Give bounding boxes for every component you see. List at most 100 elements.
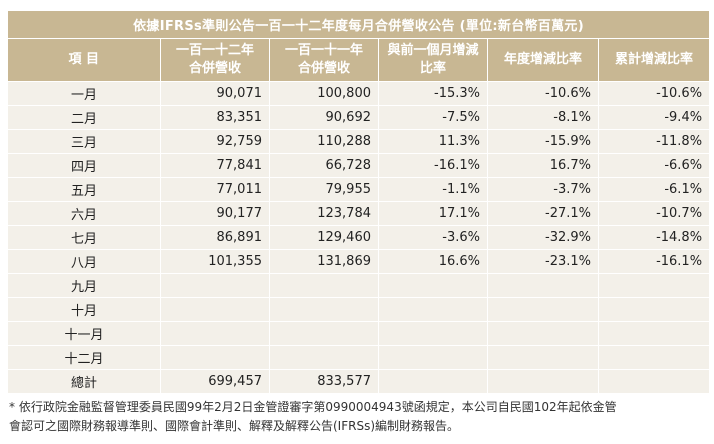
cell-yoy-change [487,369,599,394]
header-revenue-111-line2: 合併營收 [297,61,350,76]
header-mom-change-line2: 比率 [419,61,446,76]
cell-mom-change [378,345,488,370]
cell-mom-change [378,321,488,346]
cell-yoy-change: -32.9% [487,225,599,250]
cell-mom-change: -15.3% [378,81,488,106]
cell-month: 二月 [7,105,161,130]
cell-yoy-change [487,321,599,346]
cell-yoy-change: -15.9% [487,129,599,154]
cell-revenue-112: 92,759 [160,129,270,154]
table-row: 五月 77,011 79,955 -1.1% -3.7% -6.1% [7,177,711,202]
cell-mom-change: 11.3% [378,129,488,154]
cell-cumulative-change: -6.1% [597,177,711,202]
table-row: 四月 77,841 66,728 -16.1% 16.7% -6.6% [7,153,711,178]
cell-revenue-112: 90,177 [160,201,270,226]
table-row: 十一月 [7,321,711,346]
header-revenue-112-line2: 合併營收 [188,61,241,76]
cell-cumulative-change [597,321,711,346]
cell-revenue-112: 77,841 [160,153,270,178]
cell-month: 一月 [7,81,161,106]
footnote-line-2: 會認可之國際財務報導準則、國際會計準則、解釋及解釋公告(IFRSs)編制財務報告… [9,419,460,433]
cell-mom-change: -16.1% [378,153,488,178]
header-revenue-112-line1: 一百一十二年 [175,43,254,58]
table-row: 一月 90,071 100,800 -15.3% -10.6% -10.6% [7,81,711,106]
cell-revenue-111: 110,288 [269,129,379,154]
cell-month: 十月 [7,297,161,322]
table-title: 依據IFRSs準則公告一百一十二年度每月合併營收公告 (單位:新台幣百萬元) [6,10,711,39]
cell-revenue-112: 77,011 [160,177,270,202]
cell-revenue-111: 79,955 [269,177,379,202]
cell-yoy-change [487,345,599,370]
header-yoy-change: 年度增減比率 [487,38,599,82]
cell-month: 總計 [7,369,161,394]
cell-revenue-111: 131,869 [269,249,379,274]
cell-mom-change [378,369,488,394]
cell-revenue-112: 101,355 [160,249,270,274]
cell-revenue-112: 83,351 [160,105,270,130]
header-revenue-112: 一百一十二年 合併營收 [160,38,270,82]
cell-mom-change [378,273,488,298]
table-row: 三月 92,759 110,288 11.3% -15.9% -11.8% [7,129,711,154]
cell-revenue-111: 833,577 [269,369,379,394]
cell-cumulative-change [597,273,711,298]
table-header-row: 項 目 一百一十二年 合併營收 一百一十一年 合併營收 與前一個月增減 比率 年… [7,38,711,82]
cell-cumulative-change [597,369,711,394]
table-row: 九月 [7,273,711,298]
header-cumulative-change: 累計增減比率 [597,38,711,82]
cell-cumulative-change: -14.8% [597,225,711,250]
cell-revenue-111 [269,273,379,298]
revenue-report: 依據IFRSs準則公告一百一十二年度每月合併營收公告 (單位:新台幣百萬元) 項… [6,10,711,394]
cell-revenue-112: 699,457 [160,369,270,394]
total-row: 總計 699,457 833,577 [7,369,711,394]
cell-yoy-change: -8.1% [487,105,599,130]
cell-revenue-111 [269,321,379,346]
header-mom-change-line1: 與前一個月增減 [387,43,479,58]
cell-cumulative-change [597,297,711,322]
table-row: 十二月 [7,345,711,370]
cell-cumulative-change [597,345,711,370]
cell-month: 三月 [7,129,161,154]
cell-month: 六月 [7,201,161,226]
cell-mom-change: 17.1% [378,201,488,226]
cell-yoy-change: 16.7% [487,153,599,178]
cell-revenue-111: 123,784 [269,201,379,226]
cell-yoy-change: -3.7% [487,177,599,202]
cell-revenue-111 [269,297,379,322]
table-row: 二月 83,351 90,692 -7.5% -8.1% -9.4% [7,105,711,130]
header-item: 項 目 [7,38,161,82]
table-body: 一月 90,071 100,800 -15.3% -10.6% -10.6% 二月 83,35… [7,81,711,394]
cell-revenue-112: 86,891 [160,225,270,250]
monthly-revenue-table: 依據IFRSs準則公告一百一十二年度每月合併營收公告 (單位:新台幣百萬元) 項… [6,10,711,394]
cell-revenue-112: 90,071 [160,81,270,106]
footnote: * 依行政院金融監督管理委員民國99年2月2日金管證審字第0990004943號… [9,398,709,436]
cell-revenue-111: 129,460 [269,225,379,250]
table-row: 十月 [7,297,711,322]
table-row: 八月 101,355 131,869 16.6% -23.1% -16.1% [7,249,711,274]
table-row: 七月 86,891 129,460 -3.6% -32.9% -14.8% [7,225,711,250]
footnote-line-1: * 依行政院金融監督管理委員民國99年2月2日金管證審字第0990004943號… [9,400,617,414]
cell-mom-change [378,297,488,322]
cell-revenue-111: 66,728 [269,153,379,178]
cell-yoy-change: -23.1% [487,249,599,274]
cell-revenue-111: 100,800 [269,81,379,106]
cell-revenue-112 [160,273,270,298]
cell-yoy-change: -10.6% [487,81,599,106]
header-mom-change: 與前一個月增減 比率 [378,38,488,82]
cell-cumulative-change: -10.6% [597,81,711,106]
cell-mom-change: -7.5% [378,105,488,130]
cell-mom-change: -1.1% [378,177,488,202]
header-revenue-111: 一百一十一年 合併營收 [269,38,379,82]
cell-cumulative-change: -16.1% [597,249,711,274]
cell-cumulative-change: -10.7% [597,201,711,226]
cell-month: 九月 [7,273,161,298]
cell-month: 八月 [7,249,161,274]
cell-yoy-change [487,297,599,322]
cell-revenue-111: 90,692 [269,105,379,130]
cell-yoy-change [487,273,599,298]
cell-month: 七月 [7,225,161,250]
cell-month: 十一月 [7,321,161,346]
cell-month: 四月 [7,153,161,178]
cell-revenue-112 [160,345,270,370]
cell-yoy-change: -27.1% [487,201,599,226]
cell-cumulative-change: -9.4% [597,105,711,130]
